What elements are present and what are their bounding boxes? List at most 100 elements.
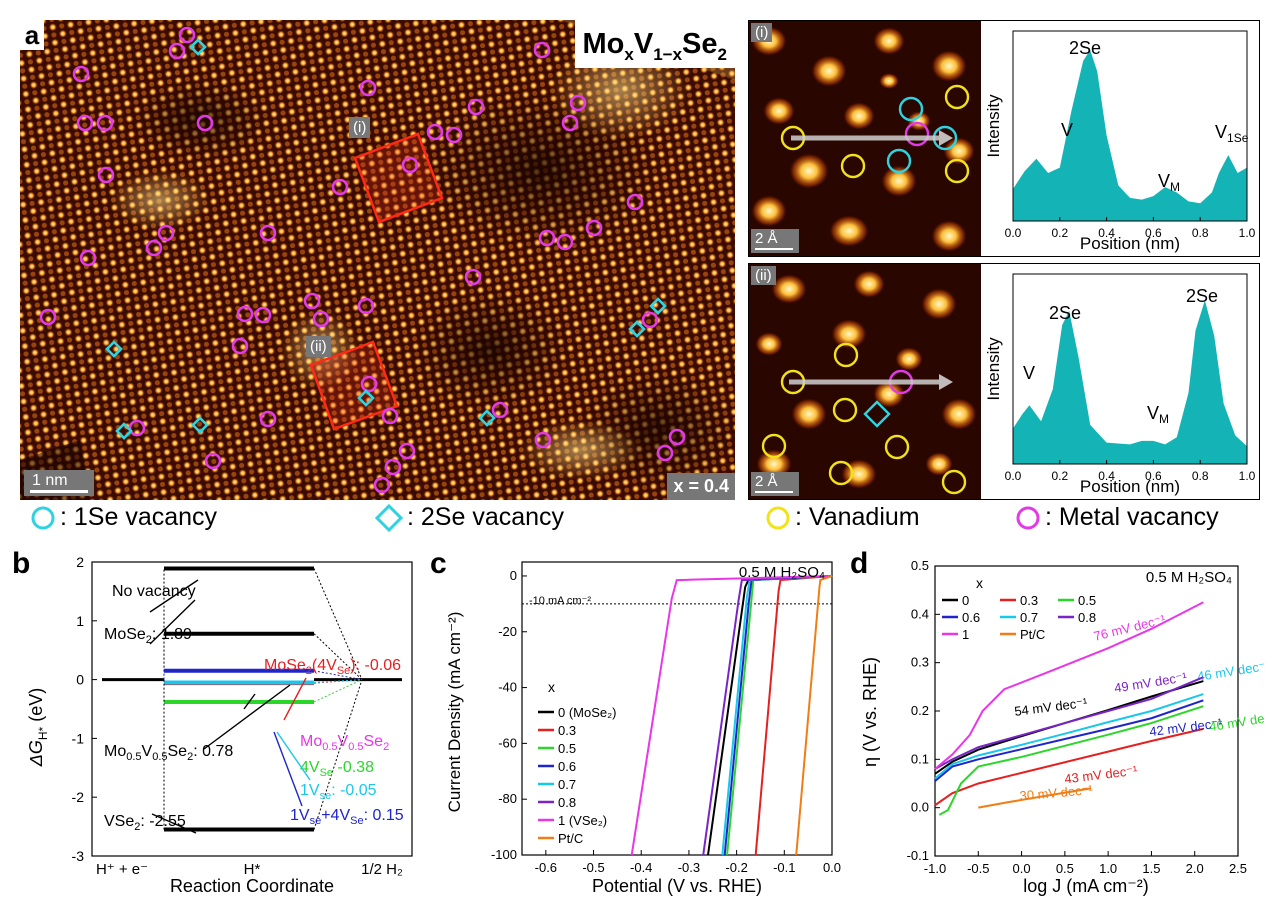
panel-letter-d: d	[850, 547, 869, 580]
b-mose2-4v-sub2: Se	[337, 665, 350, 677]
region-ii-label: (ii)	[306, 336, 331, 357]
profile-i-xlabel: Position (nm)	[1080, 234, 1180, 253]
x-tick-label: -0.4	[630, 860, 652, 875]
region-ii-box	[309, 340, 399, 431]
b-mose2-4v-main: MoSe	[264, 657, 306, 674]
chart-d-series: 54 mV dec⁻¹43 mV dec⁻¹46 mV dec⁻¹42 mV d…	[934, 601, 1265, 816]
b-movse2-se: Se	[168, 743, 188, 760]
y-tick-label: 0.1	[911, 751, 929, 766]
b-mv-main: Mo	[300, 733, 322, 750]
x-tick-label: 0.0	[823, 860, 841, 875]
x-tick-label: 0.6	[1145, 226, 1162, 240]
profile-i-peak-vm: VM	[1158, 171, 1180, 194]
level-connector	[313, 670, 363, 681]
tafel-slope-label: 42 mV dec⁻¹	[1149, 715, 1224, 739]
x-tick-label: 0.8	[1192, 469, 1209, 483]
b-4v-sub: Se	[320, 767, 333, 779]
x-tick-label: 0.0	[1005, 469, 1022, 483]
profile-ii-chart: Intensity Position (nm) 0.0 0.2 0.4 0.6 0.8 1…	[984, 273, 1256, 496]
chart-c-legend-title: x	[548, 679, 555, 695]
legend-1se-label: : 1Se vacancy	[60, 503, 218, 531]
b-anno-movse2: Mo0.5V0.5Se2: 0.78	[104, 743, 233, 763]
tafel-curve	[938, 705, 1204, 816]
chart-c-xlabel: Potential (V vs. RHE)	[592, 876, 762, 896]
tafel-curve	[934, 676, 1204, 770]
y-tick-label: -3	[72, 848, 85, 864]
title-part: Mo	[582, 28, 625, 60]
b-combo-mid: +4V	[321, 807, 350, 824]
inset-i-image	[749, 21, 981, 256]
b-anno-combo: 1Vse+4VSe: 0.15	[290, 807, 404, 827]
profile-i-ticks: 0.0 0.2 0.4 0.6 0.8 1.0	[1005, 217, 1256, 240]
profile-ii-ticks: 0.0 0.2 0.4 0.6 0.8 1.0	[1005, 460, 1256, 483]
se-vacancy-markers	[105, 38, 667, 440]
x-tick-label: -0.2	[725, 860, 747, 875]
chart-c-title: 0.5 M H₂SO₄	[739, 564, 825, 581]
tafel-curve	[934, 693, 1204, 780]
scale-bar-line	[30, 490, 88, 493]
panel-a-title: MoxV1−xSe2	[574, 20, 735, 68]
b-1v-val: : -0.05	[331, 782, 376, 799]
b-combo-main: 1V	[290, 807, 310, 824]
panel-letter-c: c	[430, 547, 447, 580]
x-tick-label: 0.2	[1051, 226, 1068, 240]
legend-label: 0	[962, 593, 969, 608]
y-tick-label: 0	[510, 568, 517, 583]
x-tick-label: 0.2	[1051, 469, 1068, 483]
legend-label: 1	[962, 627, 969, 642]
legend-label: 0.6	[962, 610, 980, 625]
b-mv-sub3: 2	[383, 741, 389, 753]
b-mose2-main: MoSe	[104, 626, 146, 643]
tafel-slope-label: 46 mV dec⁻¹	[1196, 658, 1265, 684]
b-vse2-sub: 2	[134, 821, 140, 833]
b-combo-sub2: Se	[350, 815, 363, 827]
b-ylabel-main: ΔG	[26, 740, 46, 767]
legend-label: 0.7	[558, 777, 576, 792]
legend-vanadium: : Vanadium	[765, 503, 920, 532]
x-tick-label: 0.0	[1013, 861, 1031, 876]
profile-ii-peak-2se-left: 2Se	[1049, 303, 1081, 323]
inset-ii-scale: 2 Å	[751, 472, 799, 496]
profile-i-chart: Intensity Position (nm) 0.0 0.2 0.4 0.6 0.8 1…	[984, 30, 1256, 253]
chart-c: -0.6 -0.5 -0.4 -0.3 -0.2 -0.1 0.0 0 -20 -40 -60 -80…	[445, 561, 841, 896]
title-part: Se	[682, 28, 718, 60]
profile-area	[1013, 50, 1247, 222]
inset-ii-label: (ii)	[751, 266, 776, 285]
profile-i-peak-v: V	[1061, 120, 1073, 140]
panel-letter-b: b	[12, 547, 31, 580]
x-tick-label: -1.0	[924, 861, 946, 876]
b-movse2-v: V	[142, 743, 153, 760]
b-4v-main: 4V	[300, 759, 320, 776]
b-movse2-val: : 0.78	[193, 743, 233, 760]
x-tick-label: 0.4	[1098, 226, 1115, 240]
inset-i-label: (i)	[751, 23, 773, 42]
profile-ii-xlabel: Position (nm)	[1080, 477, 1180, 496]
b-mose2-4v-sub: 2	[306, 665, 312, 677]
peak-v1se-main: V	[1215, 122, 1227, 142]
inset-ii-image	[749, 264, 981, 499]
legend-label: 0.3	[558, 723, 576, 738]
x-tick-label: 0.0	[1005, 226, 1022, 240]
b-mv-rest: Se	[364, 733, 384, 750]
inset-i-scale-label: 2 Å	[755, 230, 778, 247]
cyan-diamond-icon	[375, 503, 403, 532]
b-arrows	[149, 579, 311, 834]
scale-bar-label: 1 nm	[32, 472, 68, 489]
inset-i: (i) 2 Å Intensity Position (nm) 0.0 0.2 0.…	[748, 20, 1260, 257]
peak-v1se-sub: 1Se	[1227, 131, 1249, 145]
legend-label: 0.8	[558, 795, 576, 810]
x-value-label: x = 0.4	[667, 473, 735, 500]
chart-d-xlabel: log J (mA cm⁻²)	[1023, 876, 1149, 896]
b-mose2-4v-rest: (4V	[312, 657, 337, 674]
tafel-slope-label: 54 mV dec⁻¹	[1014, 695, 1089, 719]
legend-label: 0.6	[558, 759, 576, 774]
b-combo-sub1: se	[310, 815, 322, 827]
region-i-box	[353, 132, 444, 224]
title-sub: 2	[717, 44, 727, 64]
b-vse2-val: : -2.55	[140, 813, 185, 830]
cyan-circle-icon	[31, 506, 55, 529]
polarization-curve	[630, 574, 833, 856]
y-tick-label: -20	[498, 624, 517, 639]
b-anno-mose2: MoSe2: 1.89	[104, 626, 192, 646]
profile-ii-peak-2se-right: 2Se	[1186, 286, 1218, 306]
